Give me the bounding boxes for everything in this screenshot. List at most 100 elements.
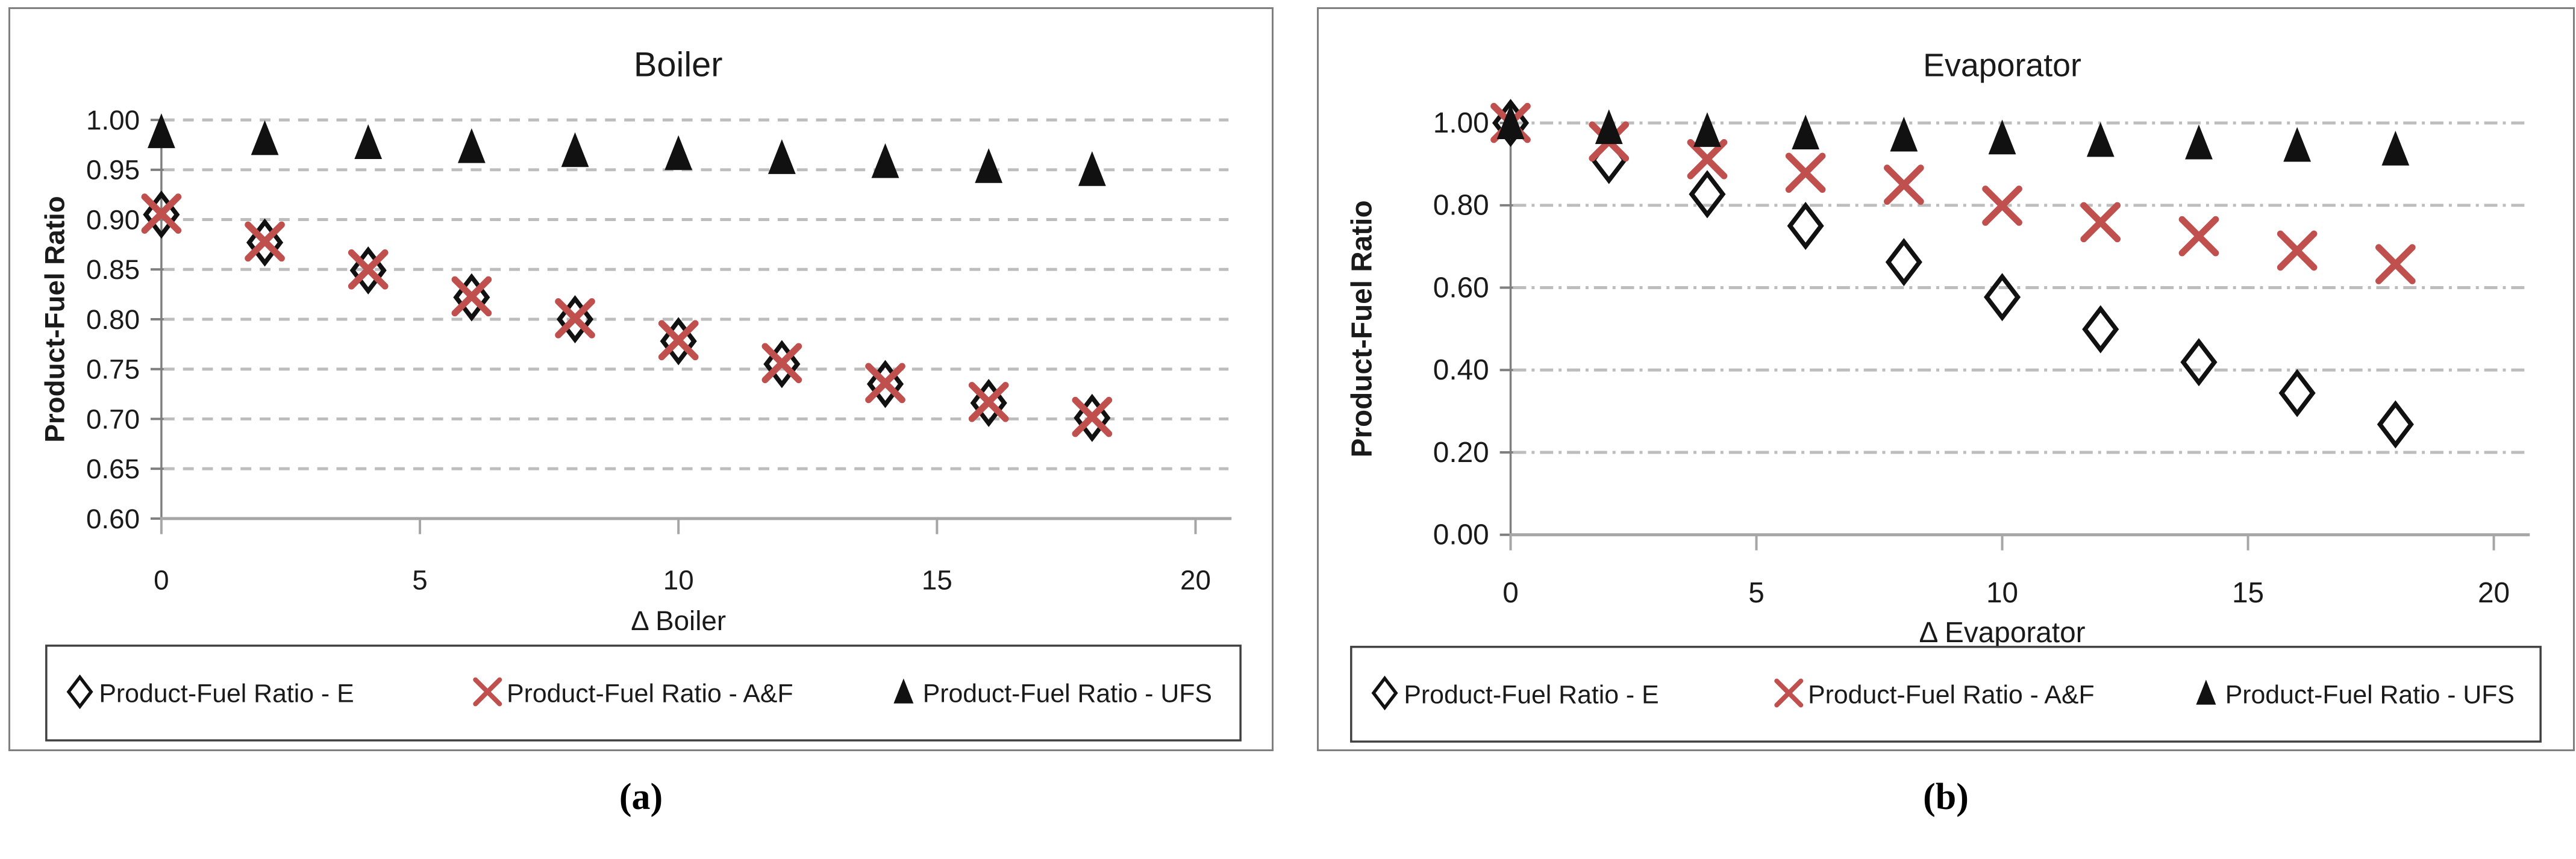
legend-item-label: Product-Fuel Ratio - A&F bbox=[1808, 680, 2095, 709]
data-point-filled-triangle bbox=[2381, 130, 2410, 166]
x-tick-label: 10 bbox=[1986, 577, 2018, 609]
x-shape bbox=[2375, 244, 2416, 284]
data-point-filled-triangle bbox=[767, 139, 796, 174]
y-tick-label: 0.70 bbox=[86, 404, 140, 434]
diamond-shape bbox=[2082, 305, 2119, 354]
evaporator-chart: 1.00 0.80 0.60 0.40 0.20 0.00 0 5 10 15 20 Δ Evapor… bbox=[1346, 47, 2542, 743]
data-point-open-diamond bbox=[1689, 170, 1726, 219]
x-shape bbox=[451, 276, 492, 317]
data-point-x-cross bbox=[1884, 164, 1924, 205]
x-shape bbox=[1785, 152, 1826, 193]
triangle-shape bbox=[664, 135, 693, 170]
y-tick-label: 0.95 bbox=[86, 155, 140, 186]
y-tick-label: 0.90 bbox=[86, 204, 140, 235]
data-point-filled-triangle bbox=[251, 120, 279, 155]
x-shape bbox=[1884, 164, 1924, 205]
data-point-filled-triangle bbox=[2185, 124, 2213, 160]
y-tick-label: 1.00 bbox=[1433, 107, 1489, 139]
legend-open-diamond-icon bbox=[1371, 675, 1398, 711]
x-shape bbox=[1982, 186, 2022, 226]
x-axis-title: Δ Boiler bbox=[631, 605, 726, 636]
x-shape bbox=[658, 320, 699, 361]
diamond-shape bbox=[1371, 675, 1398, 711]
diamond-shape bbox=[1885, 238, 1922, 287]
triangle-shape bbox=[1890, 116, 1918, 152]
triangle-shape bbox=[2185, 124, 2213, 160]
y-tick-label: 0.60 bbox=[1433, 272, 1489, 304]
triangle-shape bbox=[2381, 130, 2410, 166]
data-point-filled-triangle bbox=[664, 135, 693, 170]
x-shape bbox=[1687, 139, 1728, 180]
x-axis-title: Δ Evaporator bbox=[1919, 617, 2085, 649]
y-tick-label: 1.00 bbox=[86, 105, 140, 136]
x-tick-label: 20 bbox=[2478, 577, 2510, 609]
x-shape bbox=[2178, 216, 2219, 257]
data-point-filled-triangle bbox=[1890, 116, 1918, 152]
data-point-filled-triangle bbox=[2086, 122, 2115, 157]
triangle-shape bbox=[975, 148, 1003, 183]
y-axis-title: Product-Fuel Ratio bbox=[40, 196, 70, 442]
data-point-open-diamond bbox=[2180, 338, 2218, 387]
diamond-shape bbox=[1689, 170, 1726, 219]
x-tick-label: 15 bbox=[922, 564, 952, 595]
data-point-x-cross bbox=[245, 221, 285, 262]
data-point-x-cross bbox=[451, 276, 492, 317]
diamond-shape bbox=[2278, 369, 2316, 417]
evaporator-chart-panel: 1.00 0.80 0.60 0.40 0.20 0.00 0 5 10 15 20 Δ Evapor… bbox=[1317, 7, 2575, 751]
x-shape bbox=[1072, 396, 1113, 437]
triangle-shape bbox=[1792, 114, 1820, 150]
triangle-shape bbox=[1693, 112, 1721, 147]
x-shape bbox=[865, 363, 905, 404]
triangle-shape bbox=[893, 678, 914, 704]
legend-item: Product-Fuel Ratio - E bbox=[66, 674, 354, 710]
triangle-shape bbox=[1496, 104, 1525, 139]
data-point-open-diamond bbox=[1983, 273, 2021, 322]
data-point-x-cross bbox=[865, 363, 905, 404]
triangle-shape bbox=[871, 143, 899, 178]
triangle-shape bbox=[1078, 151, 1106, 186]
y-tick-label: 0.00 bbox=[1433, 519, 1489, 551]
y-tick-label: 0.65 bbox=[86, 454, 140, 484]
y-tick-label: 0.80 bbox=[1433, 190, 1489, 222]
legend-x-cross-icon bbox=[473, 677, 502, 707]
legend-item: Product-Fuel Ratio - E bbox=[1371, 675, 1659, 711]
x-tick-label: 15 bbox=[2232, 577, 2264, 609]
triangle-shape bbox=[2196, 679, 2216, 705]
data-point-open-diamond bbox=[2278, 369, 2316, 417]
boiler-chart-panel: 1.00 0.95 0.90 0.85 0.80 0.75 0.70 0.65 0.60 0 5 10… bbox=[8, 7, 1274, 751]
legend-open-diamond-icon bbox=[66, 674, 93, 710]
x-shape bbox=[473, 677, 502, 707]
triangle-shape bbox=[767, 139, 796, 174]
y-tick-label: 0.60 bbox=[86, 504, 140, 534]
data-point-x-cross bbox=[141, 193, 182, 234]
x-tick-label: 5 bbox=[412, 564, 427, 595]
data-point-open-diamond bbox=[1787, 202, 1824, 250]
y-tick-label: 0.75 bbox=[86, 354, 140, 385]
y-tick-label: 0.20 bbox=[1433, 437, 1489, 469]
legend-item-label: Product-Fuel Ratio - UFS bbox=[2225, 680, 2515, 709]
data-point-filled-triangle bbox=[2283, 127, 2312, 162]
data-point-x-cross bbox=[2277, 230, 2318, 271]
triangle-shape bbox=[354, 124, 383, 160]
legend-item-label: Product-Fuel Ratio - E bbox=[99, 679, 354, 708]
x-shape bbox=[761, 343, 802, 384]
triangle-shape bbox=[457, 128, 486, 163]
triangle-shape bbox=[2283, 127, 2312, 162]
data-point-filled-triangle bbox=[975, 148, 1003, 183]
y-axis-title: Product-Fuel Ratio bbox=[1346, 200, 1378, 457]
diamond-shape bbox=[2377, 400, 2414, 449]
data-point-open-diamond bbox=[2082, 305, 2119, 354]
x-shape bbox=[968, 381, 1009, 422]
triangle-shape bbox=[1988, 119, 2016, 155]
y-tick-label: 0.80 bbox=[86, 304, 140, 335]
subfigure-caption-a: (a) bbox=[619, 776, 663, 817]
triangle-shape bbox=[561, 132, 589, 167]
legend-item: Product-Fuel Ratio - UFS bbox=[893, 678, 1212, 708]
subfigure-caption-b: (b) bbox=[1923, 776, 1969, 817]
x-shape bbox=[245, 221, 285, 262]
data-point-x-cross bbox=[968, 381, 1009, 422]
legend-item-label: Product-Fuel Ratio - E bbox=[1404, 680, 1658, 709]
legend-item: Product-Fuel Ratio - A&F bbox=[1774, 678, 2095, 709]
data-point-x-cross bbox=[2178, 216, 2219, 257]
x-tick-label: 0 bbox=[1502, 577, 1519, 609]
